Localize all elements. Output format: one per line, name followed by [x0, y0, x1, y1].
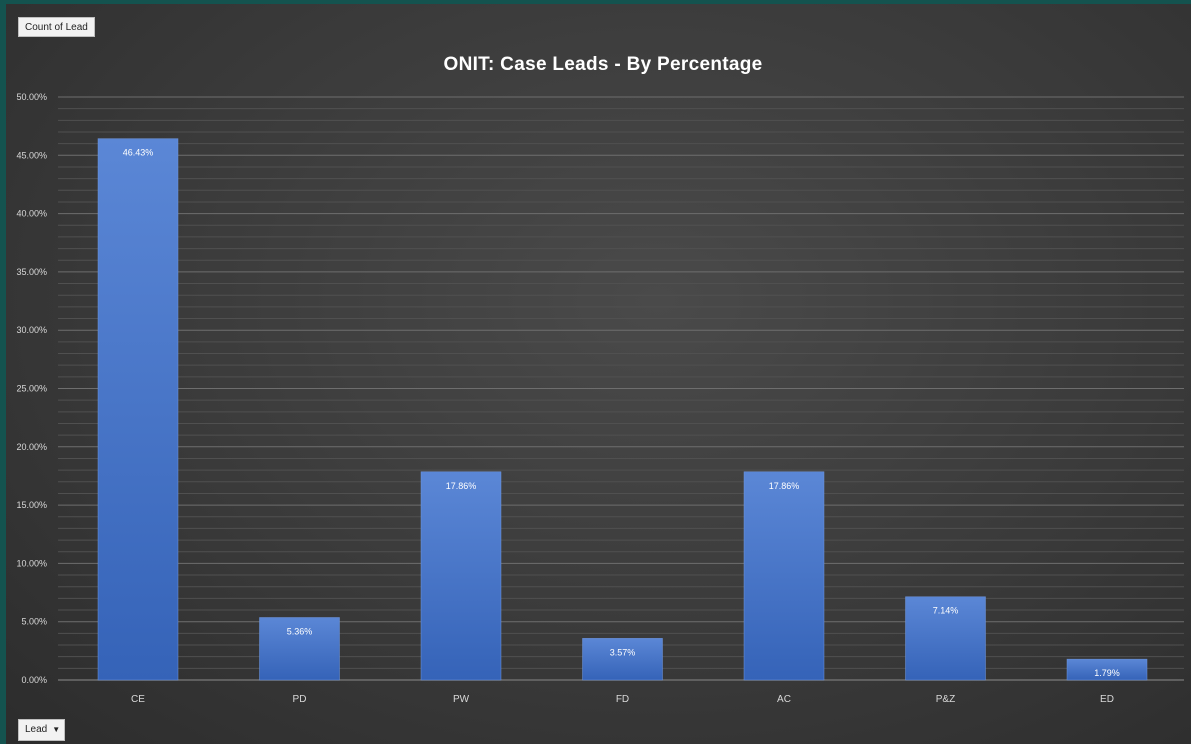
bar-fd[interactable] [582, 638, 663, 681]
y-tick-label: 30.00% [16, 325, 47, 335]
x-category-label: AC [777, 694, 791, 705]
field-button-label: Count of Lead [25, 22, 88, 33]
chart-area: ONIT: Case Leads - By Percentage 0.00% 5.… [6, 4, 1191, 744]
y-tick-label: 0.00% [21, 675, 47, 685]
lead-axis-field-button[interactable]: Lead ▼ [18, 719, 66, 741]
data-label: 17.86% [446, 481, 477, 491]
y-tick-label: 50.00% [16, 92, 47, 102]
bar-ac[interactable] [743, 471, 825, 681]
data-label: 5.36% [287, 627, 313, 637]
chart-svg: ONIT: Case Leads - By Percentage 0.00% 5.… [16, 54, 1184, 705]
x-category-label: ED [1100, 694, 1114, 705]
data-label: 1.79% [1094, 668, 1120, 678]
count-of-lead-field-button[interactable]: Count of Lead [18, 17, 95, 37]
y-tick-label: 5.00% [21, 617, 47, 627]
bar-pw[interactable] [420, 471, 502, 681]
y-tick-label: 20.00% [16, 442, 47, 452]
bar-pz[interactable] [905, 596, 986, 681]
data-labels: 46.43% 5.36% 17.86% 3.57% 17.86% 7.14% 1.79% [123, 148, 1120, 679]
data-label: 7.14% [933, 606, 959, 616]
bar-ce[interactable] [97, 138, 179, 681]
y-tick-label: 15.00% [16, 500, 47, 510]
x-category-label: FD [616, 694, 629, 705]
y-tick-label: 35.00% [16, 267, 47, 277]
y-tick-label: 40.00% [16, 209, 47, 219]
x-axis-categories: CE PD PW FD AC P&Z ED [131, 694, 1114, 705]
gridlines [58, 96, 1184, 681]
dropdown-arrow-icon: ▼ [52, 725, 61, 734]
x-category-label: PW [453, 694, 470, 705]
bar-pd[interactable] [259, 617, 340, 681]
y-axis-ticks: 0.00% 5.00% 10.00% 15.00% 20.00% 25.00% 30.00%… [16, 92, 47, 685]
data-label: 17.86% [769, 481, 800, 491]
x-category-label: P&Z [936, 694, 955, 705]
axis-button-label: Lead [25, 724, 48, 735]
data-label: 3.57% [610, 647, 636, 657]
bar-ed[interactable] [1066, 658, 1148, 681]
y-tick-label: 10.00% [16, 558, 47, 568]
x-category-label: CE [131, 694, 145, 705]
y-tick-label: 25.00% [16, 384, 47, 394]
data-label: 46.43% [123, 148, 154, 158]
chart-title: ONIT: Case Leads - By Percentage [444, 54, 763, 75]
x-category-label: PD [293, 694, 307, 705]
y-tick-label: 45.00% [16, 150, 47, 160]
bars [97, 138, 1148, 681]
